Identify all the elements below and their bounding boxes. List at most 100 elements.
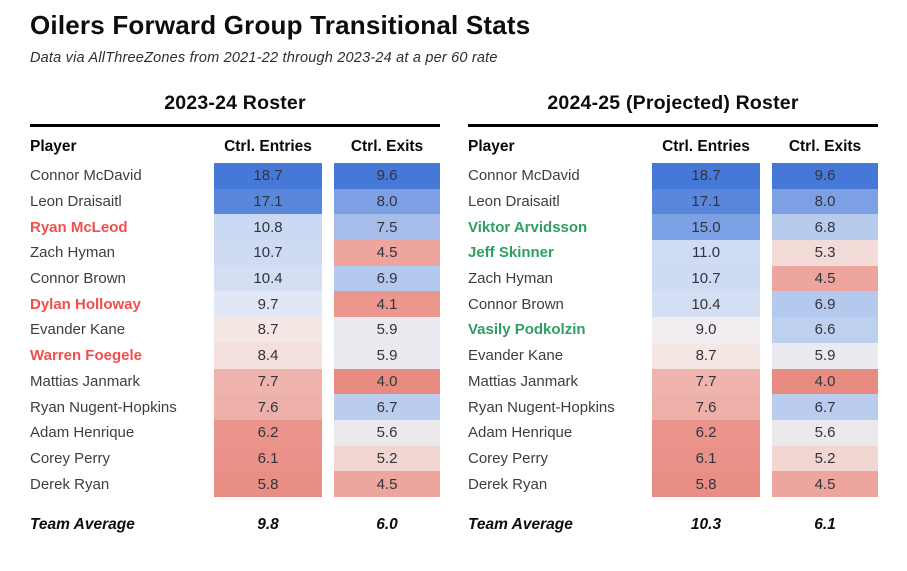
exits-heat-cell: 4.5 (772, 471, 878, 497)
entries-heat-cell: 10.7 (214, 240, 322, 266)
table-row: Ryan Nugent-Hopkins 7.6 6.7 (30, 394, 440, 420)
column-header-entries: Ctrl. Entries (662, 138, 750, 155)
exits-heat-cell: 6.6 (772, 317, 878, 343)
player-name: Zach Hyman (468, 270, 554, 288)
exits-heat-cell: 5.9 (334, 342, 440, 369)
player-name: Connor McDavid (468, 167, 580, 185)
player-name: Corey Perry (468, 449, 549, 467)
entries-heat-cell: 6.1 (214, 445, 322, 472)
exits-heat-cell: 6.7 (334, 394, 440, 420)
column-header-player: Player (30, 138, 77, 155)
player-name: Viktor Arvidsson (468, 218, 588, 236)
table-row: Ryan Nugent-Hopkins 7.6 6.7 (468, 394, 878, 420)
entries-heat-cell: 10.7 (652, 265, 760, 292)
entries-heat-cell: 7.7 (214, 368, 322, 395)
team-average-label: Team Average (30, 515, 135, 533)
table-row: Connor Brown 10.4 6.9 (468, 291, 878, 318)
team-average-row: Team Average 10.3 6.1 (468, 513, 878, 537)
table-row: Connor McDavid 18.7 9.6 (468, 163, 878, 189)
player-name: Ryan Nugent-Hopkins (30, 398, 177, 416)
entries-heat-cell: 15.0 (652, 214, 760, 241)
table-row: Evander Kane 8.7 5.9 (30, 317, 440, 343)
exits-heat-cell: 4.0 (772, 368, 878, 395)
column-headers: Player Ctrl. Entries Ctrl. Exits (468, 136, 878, 158)
table-rows: Connor McDavid 18.7 9.6 Leon Draisaitl 1… (30, 163, 440, 497)
exits-heat-cell: 5.9 (772, 342, 878, 369)
table-row: Mattias Janmark 7.7 4.0 (468, 368, 878, 395)
entries-heat-cell: 7.7 (652, 368, 760, 395)
entries-heat-cell: 18.7 (214, 163, 322, 189)
entries-heat-cell: 10.8 (214, 214, 322, 241)
exits-heat-cell: 4.5 (334, 240, 440, 266)
exits-heat-cell: 6.9 (772, 291, 878, 318)
entries-heat-cell: 10.4 (214, 265, 322, 292)
player-name: Connor Brown (468, 295, 564, 313)
entries-heat-cell: 17.1 (214, 188, 322, 215)
column-header-exits: Ctrl. Exits (788, 138, 862, 155)
player-name: Mattias Janmark (468, 372, 579, 390)
exits-heat-cell: 9.6 (334, 163, 440, 189)
roster-table: 2023-24 Roster Player Ctrl. Entries Ctrl… (30, 92, 440, 537)
exits-heat-cell: 5.9 (334, 317, 440, 343)
player-name: Warren Foegele (30, 347, 142, 365)
table-row: Vasily Podkolzin 9.0 6.6 (468, 317, 878, 343)
player-name: Ryan Nugent-Hopkins (468, 398, 615, 416)
entries-heat-cell: 11.0 (652, 240, 760, 266)
team-average-exits: 6.0 (376, 515, 398, 533)
table-row: Zach Hyman 10.7 4.5 (30, 240, 440, 266)
table-row: Connor McDavid 18.7 9.6 (30, 163, 440, 189)
player-name: Connor Brown (30, 270, 126, 288)
exits-heat-cell: 6.9 (334, 265, 440, 292)
exits-heat-cell: 5.2 (334, 445, 440, 472)
player-name: Jeff Skinner (468, 244, 554, 262)
table-title: 2024-25 (Projected) Roster (547, 92, 799, 114)
exits-heat-cell: 4.5 (772, 265, 878, 292)
entries-heat-cell: 8.7 (214, 317, 322, 343)
player-name: Adam Henrique (468, 424, 573, 442)
player-name: Corey Perry (30, 449, 111, 467)
player-name: Derek Ryan (468, 475, 548, 493)
entries-heat-cell: 9.7 (214, 291, 322, 318)
table-row: Jeff Skinner 11.0 5.3 (468, 240, 878, 266)
player-name: Connor McDavid (30, 167, 142, 185)
column-headers: Player Ctrl. Entries Ctrl. Exits (30, 136, 440, 158)
table-row: Leon Draisaitl 17.1 8.0 (30, 188, 440, 215)
column-header-exits: Ctrl. Exits (350, 138, 424, 155)
entries-heat-cell: 10.4 (652, 291, 760, 318)
table-row: Derek Ryan 5.8 4.5 (30, 471, 440, 497)
exits-heat-cell: 4.5 (334, 471, 440, 497)
exits-heat-cell: 5.6 (772, 419, 878, 446)
table-title: 2023-24 Roster (164, 92, 306, 114)
entries-heat-cell: 8.4 (214, 342, 322, 369)
table-row: Derek Ryan 5.8 4.5 (468, 471, 878, 497)
team-average-entries: 10.3 (690, 515, 722, 533)
table-title-rule (30, 124, 440, 127)
entries-heat-cell: 9.0 (652, 317, 760, 343)
player-name: Dylan Holloway (30, 295, 141, 313)
table-row: Zach Hyman 10.7 4.5 (468, 265, 878, 292)
entries-heat-cell: 17.1 (652, 188, 760, 215)
player-name: Derek Ryan (30, 475, 110, 493)
page-title: Oilers Forward Group Transitional Stats (30, 10, 531, 40)
table-row: Adam Henrique 6.2 5.6 (468, 419, 878, 446)
team-average-label: Team Average (468, 515, 573, 533)
exits-heat-cell: 5.2 (772, 445, 878, 472)
table-row: Warren Foegele 8.4 5.9 (30, 342, 440, 369)
exits-heat-cell: 7.5 (334, 214, 440, 241)
entries-heat-cell: 6.2 (652, 419, 760, 446)
team-average-exits: 6.1 (814, 515, 836, 533)
table-row: Leon Draisaitl 17.1 8.0 (468, 188, 878, 215)
exits-heat-cell: 8.0 (334, 188, 440, 215)
table-row: Ryan McLeod 10.8 7.5 (30, 214, 440, 241)
player-name: Ryan McLeod (30, 218, 128, 236)
entries-heat-cell: 5.8 (652, 471, 760, 497)
entries-heat-cell: 6.1 (652, 445, 760, 472)
table-row: Mattias Janmark 7.7 4.0 (30, 368, 440, 395)
entries-heat-cell: 7.6 (652, 394, 760, 420)
team-average-entries: 9.8 (257, 515, 279, 533)
player-name: Leon Draisaitl (468, 193, 560, 211)
player-name: Adam Henrique (30, 424, 135, 442)
table-row: Dylan Holloway 9.7 4.1 (30, 291, 440, 318)
exits-heat-cell: 6.8 (772, 214, 878, 241)
